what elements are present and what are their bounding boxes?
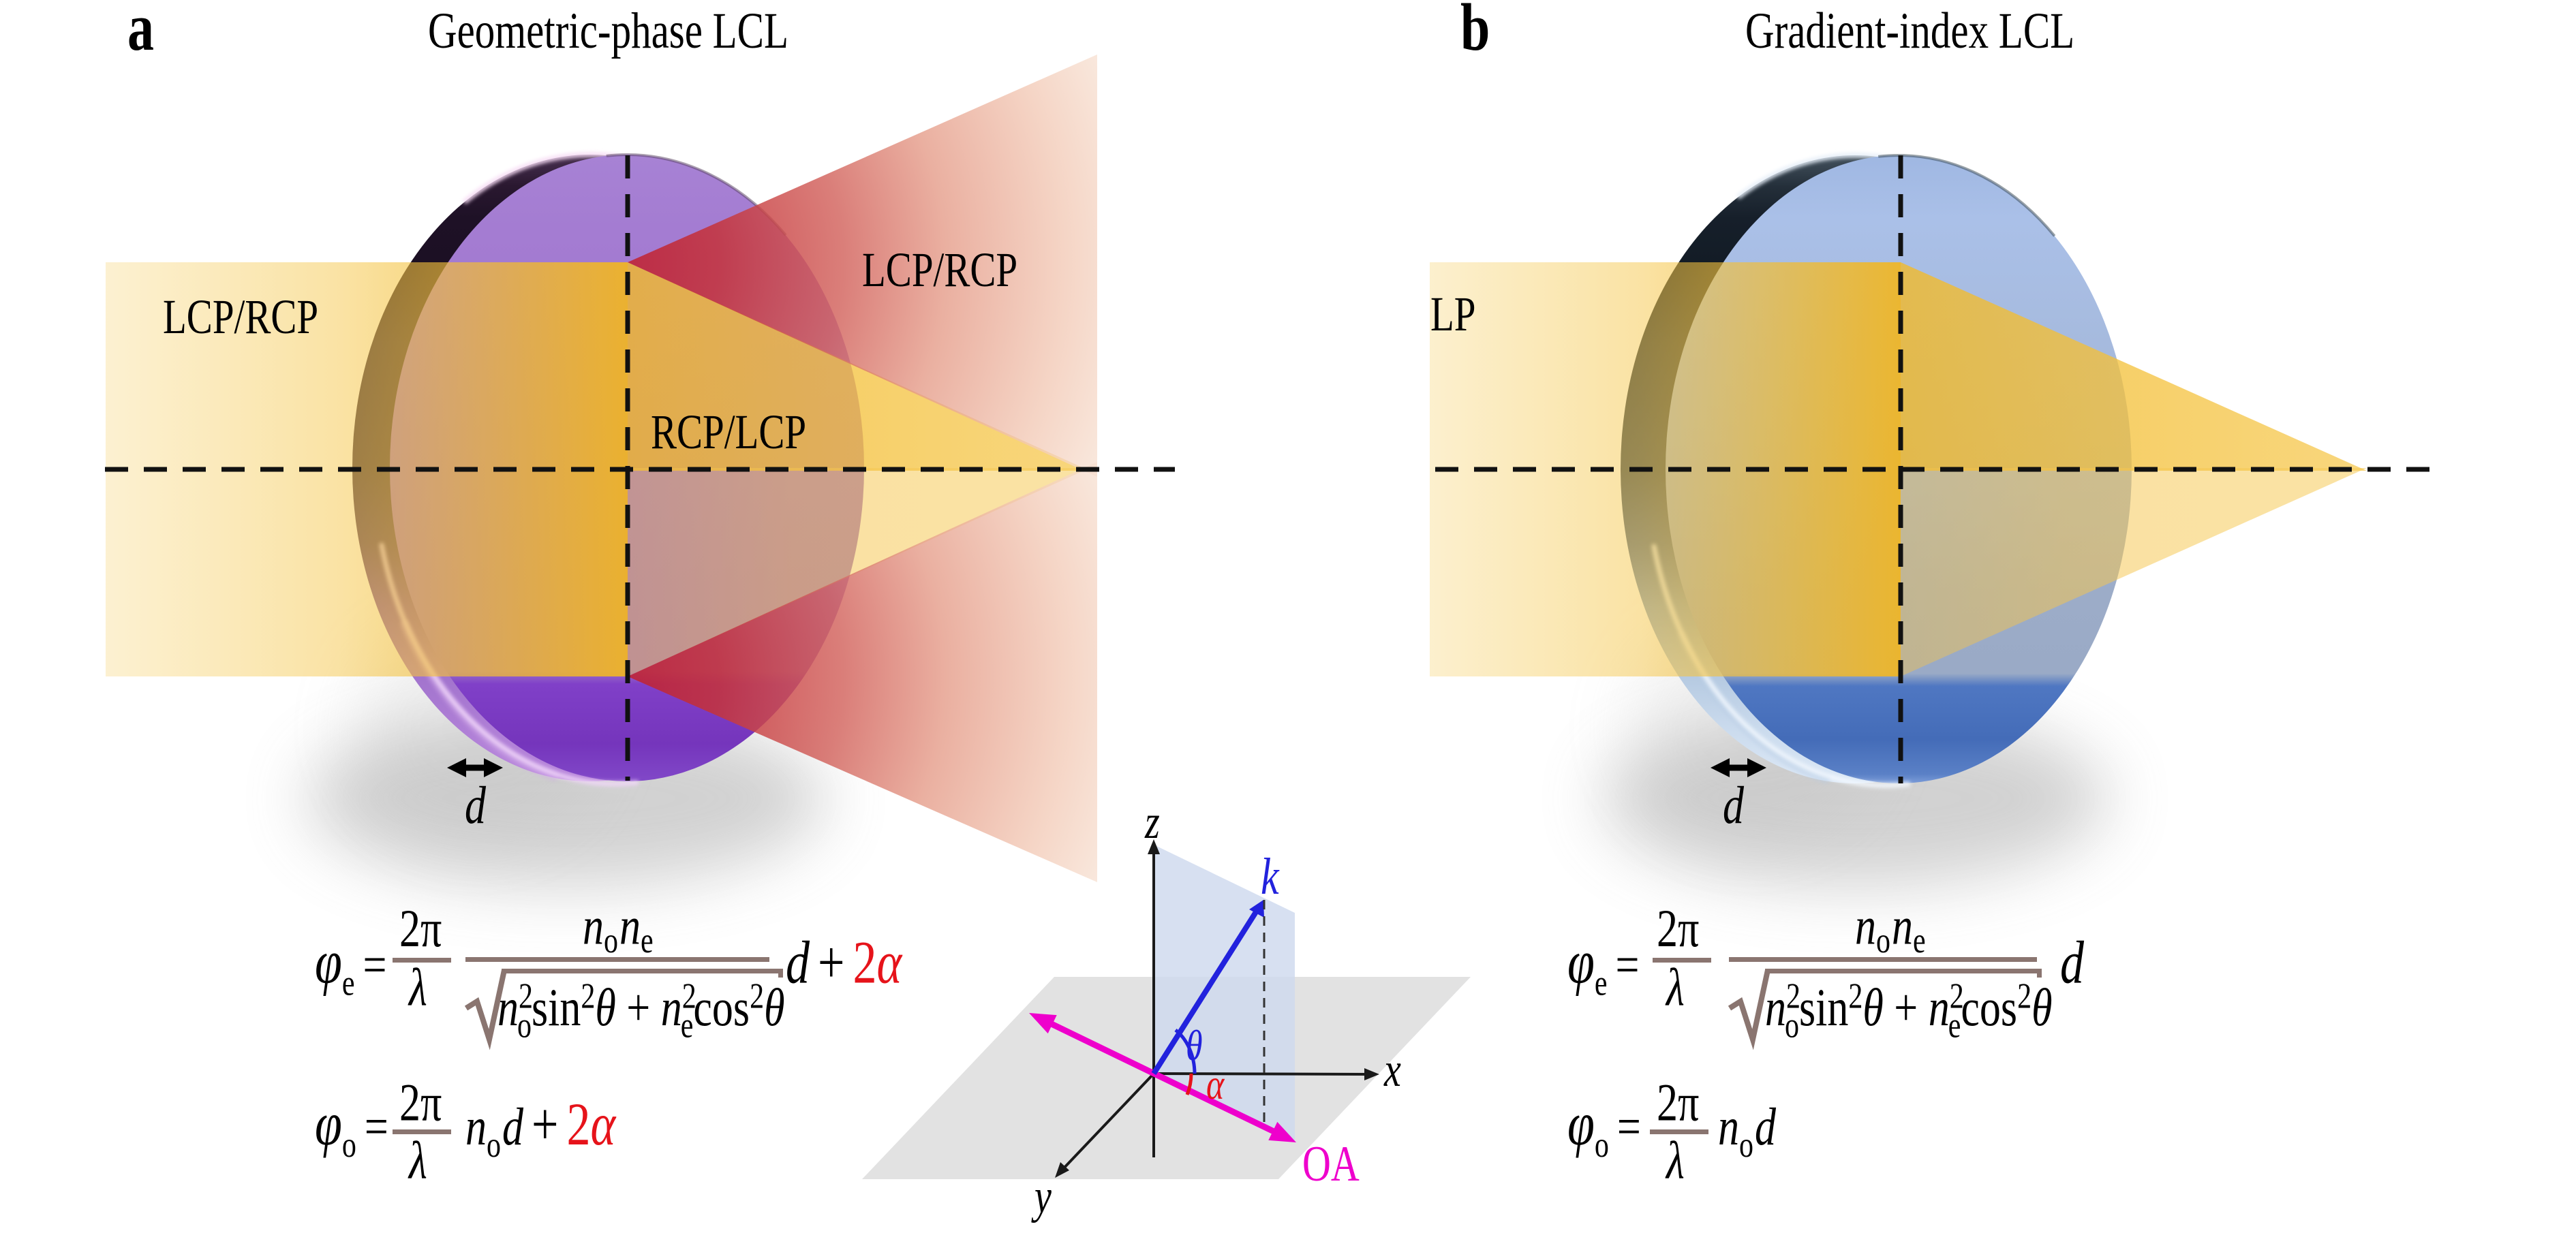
svg-text:x: x [1383,1043,1401,1097]
svg-text:2π: 2π [399,899,442,958]
svg-text:nod+2α: nod +2α [465,1091,617,1165]
svg-text:φo=: φo = [1567,1089,1641,1165]
svg-text:RCP/LCP: RCP/LCP [651,405,806,460]
svg-text:d: d [465,776,486,835]
svg-text:φo=: φo = [315,1089,388,1165]
svg-text:d: d [2060,930,2085,997]
svg-text:none: none [583,897,654,961]
svg-text:α: α [1206,1061,1225,1108]
svg-text:Geometric-phase LCL: Geometric-phase LCL [428,2,788,59]
svg-text:OA: OA [1302,1137,1360,1192]
svg-text:λ: λ [1665,958,1685,1018]
svg-text:λ: λ [408,958,427,1018]
svg-text:d: d [1723,776,1744,835]
svg-text:θ: θ [1186,1022,1203,1070]
svg-text:y: y [1031,1170,1052,1223]
svg-text:LCP/RCP: LCP/RCP [862,243,1017,298]
svg-text:d+2α: d +2α [786,930,903,997]
svg-text:φe=: φe = [315,927,386,1003]
svg-text:b: b [1460,0,1490,65]
svg-text:Gradient-index LCL: Gradient-index LCL [1745,2,2074,59]
svg-text:2π: 2π [399,1074,442,1133]
svg-text:λ: λ [408,1131,427,1191]
svg-text:2π: 2π [1657,1074,1699,1133]
svg-text:none: none [1855,897,1926,961]
svg-text:k: k [1261,847,1280,905]
svg-text:nod: nod [1718,1097,1776,1165]
svg-text:a: a [127,0,154,65]
svg-text:λ: λ [1665,1131,1685,1191]
svg-text:2π: 2π [1657,899,1699,958]
svg-text:φe=: φe = [1567,927,1639,1003]
svg-text:LCP/RCP: LCP/RCP [163,290,318,345]
svg-text:LP: LP [1430,287,1476,342]
svg-text:z: z [1144,795,1160,849]
